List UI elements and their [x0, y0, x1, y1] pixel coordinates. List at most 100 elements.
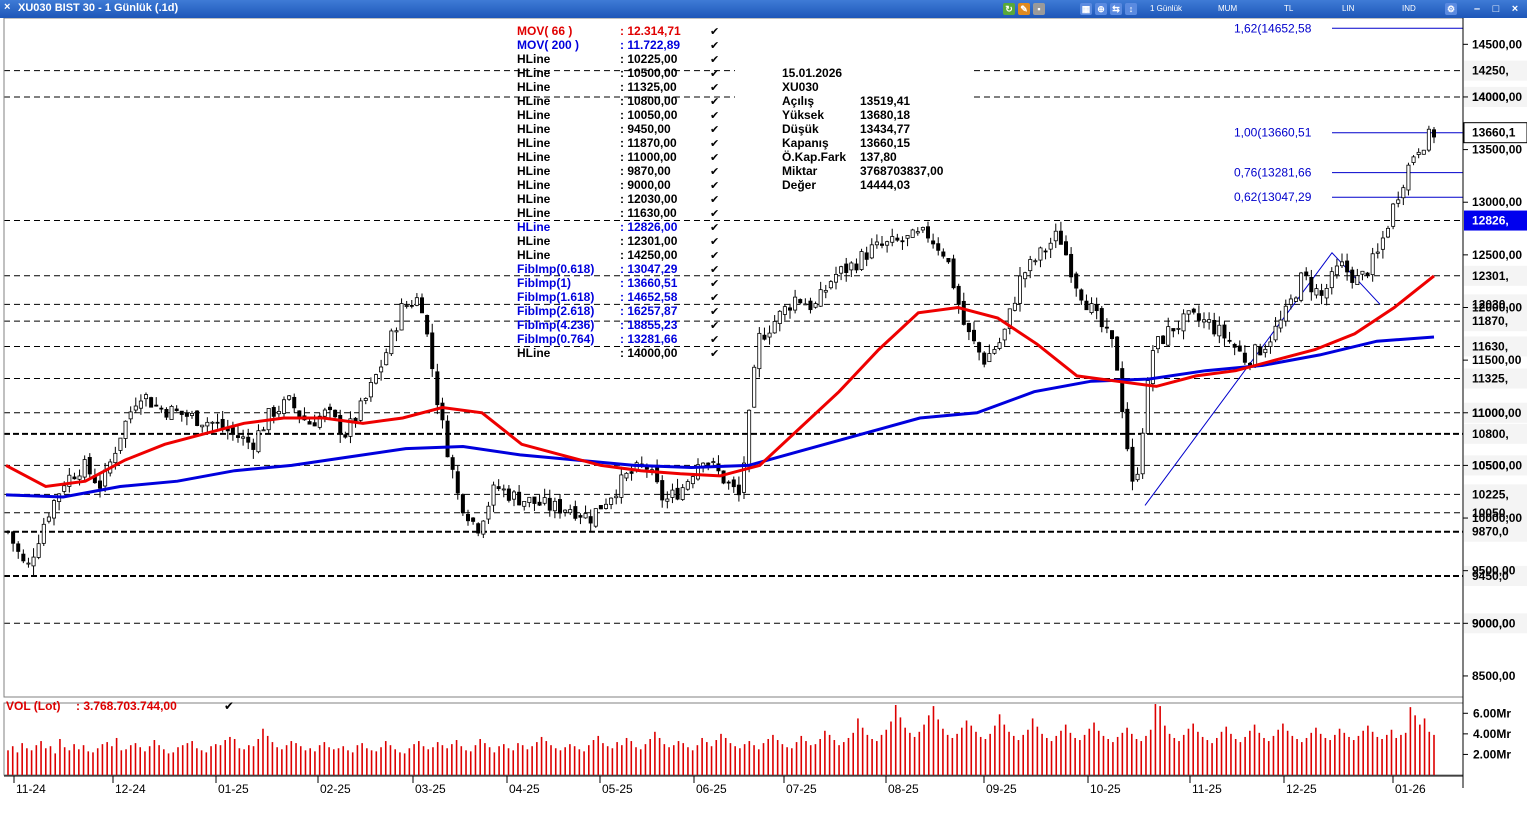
candle-body	[1411, 156, 1416, 163]
indicator-selector[interactable]: IND	[1402, 4, 1416, 13]
candle-body	[1222, 324, 1227, 339]
candle-body	[445, 420, 450, 458]
candle-body	[1176, 327, 1181, 330]
candle-body	[338, 414, 343, 435]
legend-check-icon: ✔	[710, 26, 719, 38]
zoom-icon[interactable]: ⊕	[1095, 3, 1107, 15]
candle-body	[6, 530, 11, 533]
hline-label-bg	[1464, 336, 1527, 357]
candle-body	[1314, 288, 1319, 296]
candle-body	[839, 266, 844, 274]
candle-body	[256, 430, 261, 453]
legend-check-icon: ✔	[710, 250, 719, 262]
candle-body	[486, 505, 491, 520]
candle-body	[1002, 328, 1007, 341]
candle-body	[1156, 336, 1161, 350]
edit-icon[interactable]: ✎	[1018, 3, 1030, 15]
window-title: XU030 BIST 30 - 1 Günlük (.1d)	[18, 2, 179, 14]
candle-body	[552, 500, 557, 512]
candle-body	[752, 366, 757, 408]
candle-body	[215, 421, 220, 424]
candle-body	[726, 481, 731, 484]
candle-body	[1145, 380, 1150, 434]
minimize-icon[interactable]: –	[1473, 3, 1481, 15]
candle-body	[399, 303, 404, 331]
settings-icon[interactable]: ⚙	[1445, 3, 1457, 15]
candle-body	[1406, 164, 1411, 191]
candle-body	[844, 263, 849, 274]
legend-check-icon: ✔	[710, 68, 719, 80]
candle-body	[614, 495, 619, 499]
candle-body	[169, 405, 174, 420]
candle-body	[414, 297, 419, 306]
candle-body	[696, 464, 701, 480]
legend-check-icon: ✔	[710, 194, 719, 206]
legend-check-icon: ✔	[710, 208, 719, 220]
legend-name: HLine	[517, 150, 551, 164]
legend-check-icon: ✔	[710, 110, 719, 122]
candle-body	[966, 322, 971, 333]
candle-body	[394, 330, 399, 333]
candle-body	[1340, 261, 1345, 267]
candle-body	[951, 258, 956, 289]
volume-tick-label: 6.00Mr	[1473, 706, 1511, 720]
candle-body	[757, 332, 762, 370]
candle-body	[905, 235, 910, 239]
hline-label: 9870,0	[1472, 525, 1509, 539]
candle-body	[189, 412, 194, 416]
candle-body	[358, 400, 363, 421]
candle-body	[149, 397, 154, 408]
candle-body	[808, 300, 813, 311]
close-icon[interactable]: ×	[4, 1, 11, 13]
refresh-icon[interactable]: ↻	[1003, 3, 1015, 15]
candle-body	[604, 503, 609, 509]
hline-label-bg	[1464, 455, 1527, 476]
candle-body	[992, 349, 997, 354]
candle-body	[1048, 242, 1053, 250]
candle-body	[1380, 237, 1385, 250]
price-tick-label: 10000,00	[1472, 511, 1522, 525]
hline-label: 12826,	[1472, 214, 1509, 228]
maximize-icon[interactable]: □	[1492, 3, 1500, 15]
scale-selector[interactable]: LIN	[1342, 4, 1355, 13]
grid-icon[interactable]: ▦	[1080, 3, 1092, 15]
candle-body	[1115, 336, 1120, 371]
candle-body	[813, 303, 818, 308]
candle-body	[517, 491, 522, 506]
candle-body	[317, 415, 322, 428]
lock-icon[interactable]: ▪	[1033, 3, 1045, 15]
info-value: 13660,15	[860, 136, 910, 150]
candle-body	[1421, 149, 1426, 155]
close-window-icon[interactable]: ×	[1511, 3, 1519, 15]
candle-body	[1386, 227, 1391, 238]
last-price-box	[1463, 122, 1527, 144]
candle-body	[1089, 303, 1094, 313]
info-value: 137,80	[860, 150, 897, 164]
period-selector[interactable]: 1 Günlük	[1150, 4, 1183, 13]
hline-label: 10050,	[1472, 506, 1509, 520]
candle-body	[1355, 275, 1360, 285]
candle-body	[327, 406, 332, 411]
price-tick-label: 10500,00	[1472, 458, 1522, 472]
cursor-icon[interactable]: ↕	[1125, 3, 1137, 15]
legend-name: FibImp(0.618)	[517, 262, 594, 276]
legend-value: : 10225,00	[620, 52, 678, 66]
legend-name: HLine	[517, 136, 551, 150]
hline-label: 9450,0	[1472, 569, 1509, 583]
legend-value: : 9870,00	[620, 164, 671, 178]
currency-selector[interactable]: TL	[1284, 4, 1294, 13]
candle-body	[1370, 253, 1375, 276]
candle-body	[558, 499, 563, 514]
candle-body	[982, 352, 987, 365]
candle-body	[159, 407, 164, 410]
chart-type-selector[interactable]: MUM	[1218, 4, 1238, 13]
candle-body	[1099, 308, 1104, 328]
candle-body	[501, 488, 506, 491]
candle-body	[1258, 346, 1263, 356]
candle-body	[1299, 272, 1304, 301]
info-value: 13680,18	[860, 108, 910, 122]
month-label: 06-25	[696, 782, 727, 796]
candle-body	[1396, 199, 1401, 204]
candle-body	[568, 509, 573, 514]
compare-icon[interactable]: ⇆	[1110, 3, 1122, 15]
